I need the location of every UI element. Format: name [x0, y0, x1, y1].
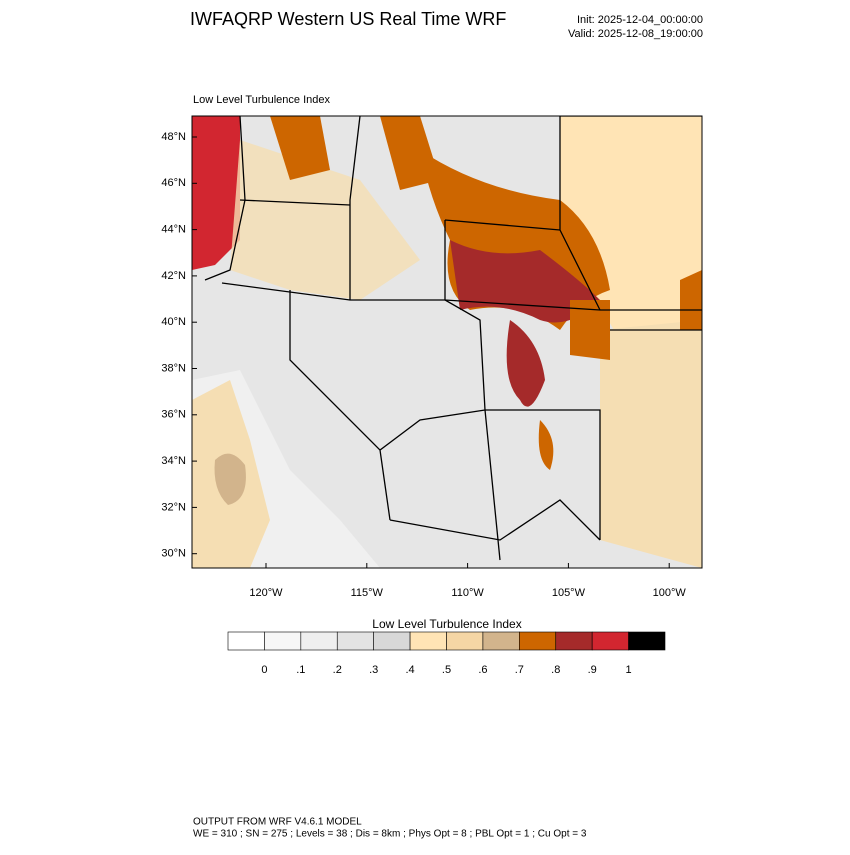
lat-label: 48°N	[161, 131, 186, 143]
lon-label: 105°W	[552, 587, 586, 599]
lon-label: 100°W	[653, 587, 687, 599]
colorbar-label: .2	[333, 664, 342, 676]
map	[191, 115, 703, 569]
colorbar-label: 0	[261, 664, 267, 676]
lat-label: 32°N	[161, 501, 186, 513]
ocean-blob	[214, 453, 246, 505]
footer-line: OUTPUT FROM WRF V4.6.1 MODEL	[193, 817, 362, 828]
region-mt	[380, 116, 440, 190]
colorbar: 0 .1 .2 .3 .4 .5 .6 .7 .8 .9 1	[227, 631, 666, 676]
lat-label: 34°N	[161, 455, 186, 467]
colorbar-box	[227, 631, 265, 651]
region-east	[680, 270, 702, 330]
lat-label: 42°N	[161, 270, 186, 282]
region-nm	[538, 420, 554, 470]
region-nw	[270, 116, 330, 180]
colorbar-box	[446, 631, 484, 651]
colorbar-box	[591, 631, 629, 651]
lon-label: 110°W	[451, 587, 484, 599]
title: IWFAQRP Western US Real Time WRF	[190, 9, 506, 29]
colorbar-box	[628, 631, 666, 651]
colorbar-box	[519, 631, 557, 651]
colorbar-label: .5	[442, 664, 451, 676]
state-borders	[204, 116, 702, 561]
region-darkred	[450, 240, 600, 323]
colorbar-box	[409, 631, 447, 651]
lat-label: 38°N	[161, 362, 186, 374]
colorbar-box	[264, 631, 302, 651]
region-colorado	[506, 320, 545, 407]
lon-label: 120°W	[249, 587, 283, 599]
region-south	[600, 320, 702, 568]
region-kansas	[570, 300, 610, 360]
ocean-high	[192, 116, 240, 270]
colorbar-label: .3	[369, 664, 378, 676]
lon-label: 115°W	[351, 587, 384, 599]
valid-time: Valid: 2025-12-08_19:00:00	[568, 28, 703, 40]
lat-label: 46°N	[161, 177, 186, 189]
lat-label: 30°N	[161, 548, 186, 560]
colorbar-title: Low Level Turbulence Index	[372, 617, 521, 631]
colorbar-label: .8	[551, 664, 560, 676]
lat-label: 40°N	[161, 316, 186, 328]
colorbar-label: .9	[588, 664, 597, 676]
colorbar-box	[300, 631, 338, 651]
colorbar-label: .1	[296, 664, 305, 676]
footer-line: WE = 310 ; SN = 275 ; Levels = 38 ; Dis …	[193, 829, 587, 840]
lat-label: 44°N	[161, 224, 186, 236]
map-subtitle: Low Level Turbulence Index	[193, 94, 330, 106]
colorbar-box	[336, 631, 374, 651]
region-tan	[230, 140, 420, 300]
colorbar-box	[555, 631, 593, 651]
lat-label: 36°N	[161, 409, 186, 421]
colorbar-box	[482, 631, 520, 651]
colorbar-label: .7	[515, 664, 524, 676]
colorbar-label: 1	[626, 664, 632, 676]
map-frame	[191, 115, 703, 569]
colorbar-label: .6	[478, 664, 487, 676]
colorbar-box	[373, 631, 411, 651]
colorbar-label: .4	[405, 664, 414, 676]
init-time: Init: 2025-12-04_00:00:00	[577, 14, 703, 26]
